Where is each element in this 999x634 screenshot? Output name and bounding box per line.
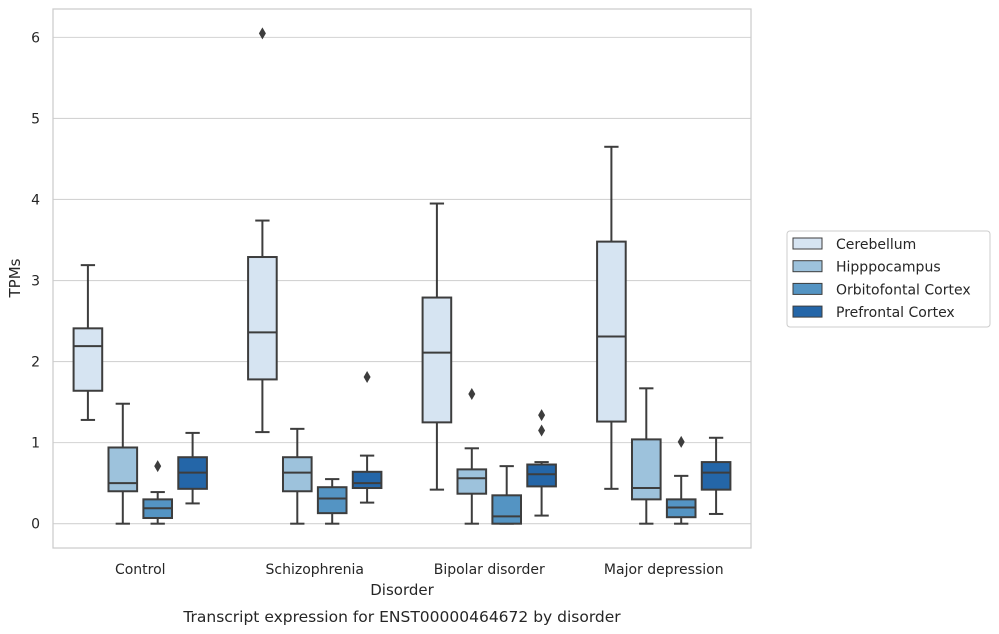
box-0-3 — [596, 145, 627, 490]
plot-frame — [52, 8, 752, 549]
box-1-2 — [456, 388, 488, 525]
box-iqr — [351, 470, 383, 490]
chart-caption: Transcript expression for ENST0000046467… — [182, 608, 621, 626]
box-1-3 — [630, 387, 662, 525]
box-iqr — [316, 486, 348, 515]
box-3-0 — [177, 431, 208, 505]
box-3-3 — [700, 436, 732, 515]
box-0-0 — [72, 264, 104, 421]
box-1-0 — [107, 402, 139, 525]
x-axis-label: Disorder — [370, 581, 434, 599]
y-axis-ticks: 0 1 2 3 4 5 6 — [31, 30, 40, 532]
box-iqr — [247, 256, 278, 381]
box-0-1 — [247, 27, 278, 434]
outlier-point — [468, 388, 476, 400]
box-iqr — [526, 463, 557, 488]
x-tick-label: Schizophrenia — [266, 562, 364, 578]
outlier-point — [258, 27, 266, 40]
box-3-1 — [351, 370, 383, 504]
legend-swatch — [792, 237, 823, 250]
box-2-1 — [316, 478, 348, 525]
outlier-point — [677, 435, 685, 448]
y-tick-label: 0 — [31, 517, 40, 533]
box-series — [72, 27, 732, 525]
x-axis-ticks: Control Schizophrenia Bipolar disorder Majo… — [115, 562, 724, 578]
box-2-0 — [142, 460, 174, 525]
y-tick-label: 3 — [31, 274, 40, 290]
box-iqr — [456, 468, 488, 495]
box-iqr — [107, 446, 139, 493]
box-iqr — [281, 456, 313, 493]
outlier-point — [154, 460, 162, 473]
box-2-2 — [491, 465, 523, 525]
box-0-2 — [421, 202, 453, 491]
box-iqr — [630, 438, 662, 501]
outlier-point — [538, 424, 546, 437]
y-tick-label: 6 — [31, 30, 40, 46]
box-3-2 — [526, 409, 557, 517]
outlier-point — [538, 409, 546, 422]
outlier-point — [363, 370, 371, 383]
y-tick-label: 4 — [31, 192, 40, 208]
box-iqr — [421, 296, 453, 424]
legend: Cerebellum Hipppocampus Orbitofontal Corte… — [786, 230, 991, 328]
legend-swatch — [792, 305, 823, 318]
y-tick-label: 1 — [31, 436, 40, 452]
legend-label: Prefrontal Cortex — [836, 305, 955, 321]
legend-swatch — [792, 260, 823, 273]
y-tick-label: 2 — [31, 355, 40, 371]
y-tick-label: 5 — [31, 111, 40, 127]
box-2-3 — [665, 435, 697, 525]
x-tick-label: Control — [115, 562, 166, 578]
grid-lines — [53, 36, 751, 525]
box-iqr — [72, 327, 104, 392]
legend-frame — [786, 230, 991, 328]
legend-swatch — [792, 282, 823, 295]
box-1-1 — [281, 427, 313, 525]
legend-label: Orbitofontal Cortex — [836, 282, 971, 298]
box-iqr — [596, 240, 627, 423]
legend-label: Hipppocampus — [836, 260, 941, 276]
x-tick-label: Major depression — [604, 562, 724, 578]
box-iqr — [491, 494, 523, 525]
legend-label: Cerebellum — [836, 237, 916, 253]
y-axis-label: TPMs — [6, 258, 24, 298]
box-iqr — [700, 461, 732, 491]
x-tick-label: Bipolar disorder — [434, 562, 545, 578]
